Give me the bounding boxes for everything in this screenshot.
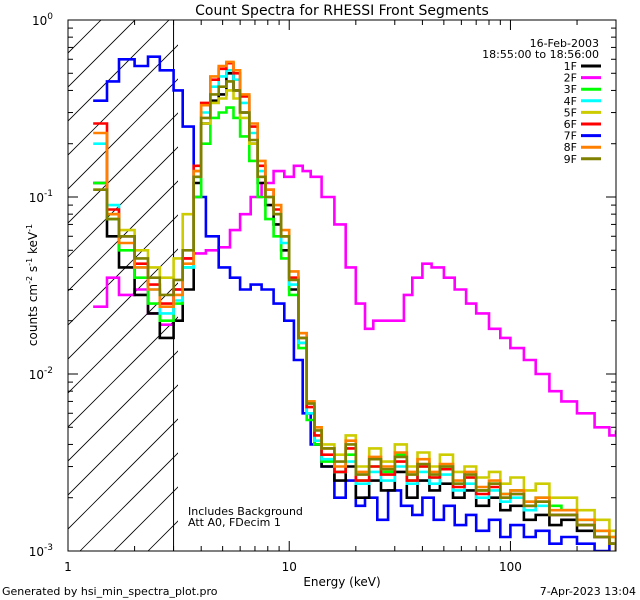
shade-hatch-line bbox=[68, 180, 178, 292]
legend-label-9F: 9F bbox=[564, 153, 577, 166]
legend-label-5F: 5F bbox=[564, 106, 577, 119]
y-tick-label: 100 bbox=[32, 12, 53, 28]
y-label-mid2: keV bbox=[26, 231, 40, 258]
y-tick-base: 10 bbox=[32, 14, 47, 28]
shade-hatch-line bbox=[0, 0, 102, 551]
attenuator-shade bbox=[0, 0, 178, 551]
axis-ticks bbox=[67, 19, 617, 552]
date-annotation: 16-Feb-2003 bbox=[530, 37, 599, 50]
y-label-exp2: -1 bbox=[25, 258, 34, 266]
shade-hatch-line bbox=[68, 384, 178, 496]
shade-hatch-line bbox=[68, 418, 178, 530]
y-tick-label: 10-1 bbox=[29, 189, 53, 205]
time-range-annotation: 18:55:00 to 18:56:00 bbox=[482, 48, 599, 61]
footer-generated-by: Generated by hsi_min_spectra_plot.pro bbox=[2, 585, 218, 598]
series-layer bbox=[93, 55, 616, 551]
shade-hatch-line bbox=[68, 146, 178, 258]
x-tick-label: 1 bbox=[64, 560, 72, 574]
y-tick-base: 10 bbox=[29, 191, 44, 205]
shade-hatch-line bbox=[68, 248, 178, 360]
y-tick-exp: 0 bbox=[47, 12, 53, 22]
y-tick-exp: -2 bbox=[44, 366, 53, 376]
shade-hatch-line bbox=[68, 20, 102, 54]
series-line-2F bbox=[93, 164, 616, 437]
x-axis-label: Energy (keV) bbox=[303, 575, 380, 589]
y-tick-base: 10 bbox=[29, 368, 44, 382]
y-tick-label: 10-2 bbox=[29, 366, 53, 382]
legend-label-8F: 8F bbox=[564, 141, 577, 154]
y-label-base: counts cm bbox=[26, 284, 40, 346]
legend-label-7F: 7F bbox=[564, 130, 577, 143]
y-tick-label: 10-3 bbox=[29, 543, 53, 559]
y-tick-exp: -3 bbox=[44, 543, 53, 553]
shade-hatch-line bbox=[68, 78, 178, 190]
shade-hatch-line bbox=[68, 20, 170, 122]
shade-hatch-line bbox=[68, 316, 178, 428]
shade-hatch-line bbox=[68, 282, 178, 394]
shade-hatch-line bbox=[68, 44, 178, 156]
y-tick-exp: -1 bbox=[44, 189, 53, 199]
plot-frame bbox=[67, 19, 617, 552]
legend-label-4F: 4F bbox=[564, 95, 577, 108]
x-tick-label: 100 bbox=[499, 560, 522, 574]
series-line-9F bbox=[93, 80, 616, 551]
legend-label-1F: 1F bbox=[564, 60, 577, 73]
y-tick-base: 10 bbox=[29, 545, 44, 559]
y-label-exp3: -1 bbox=[25, 224, 34, 232]
y-axis-label: counts cm-2 s-1 keV-1 bbox=[25, 224, 40, 346]
chart-title: Count Spectra for RHESSI Front Segments bbox=[195, 3, 489, 19]
y-label-exp1: -2 bbox=[25, 276, 34, 284]
shade-hatch-line bbox=[68, 20, 136, 88]
legend-label-2F: 2F bbox=[564, 72, 577, 85]
y-label-mid1: s bbox=[26, 266, 40, 276]
legend-label-6F: 6F bbox=[564, 118, 577, 131]
shade-hatch-line bbox=[68, 350, 178, 462]
shade-hatch-line bbox=[79, 452, 178, 551]
background-note: Includes Background bbox=[188, 505, 303, 518]
x-tick-label: 10 bbox=[282, 560, 297, 574]
legend-label-3F: 3F bbox=[564, 83, 577, 96]
footer-timestamp: 7-Apr-2023 13:04 bbox=[540, 585, 636, 598]
x-tick-labels: 1 10 100 bbox=[64, 560, 522, 574]
att-note: Att A0, FDecim 1 bbox=[188, 516, 281, 529]
shade-hatch-line bbox=[68, 214, 178, 326]
